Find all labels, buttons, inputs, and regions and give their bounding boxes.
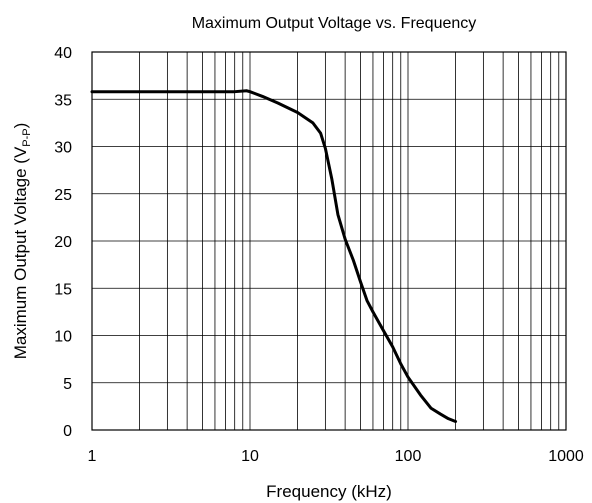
y-tick-labels: 0 5 10 15 20 25 30 35 40 <box>54 45 72 440</box>
x-tick-label: 1000 <box>548 448 584 465</box>
y-tick-label: 25 <box>54 187 72 204</box>
x-tick-label: 10 <box>241 448 259 465</box>
chart-title: Maximum Output Voltage vs. Frequency <box>192 15 477 32</box>
y-tick-label: 40 <box>54 45 72 62</box>
y-tick-label: 35 <box>54 92 72 109</box>
x-tick-labels: 1 10 100 1000 <box>88 448 584 465</box>
grid-layer <box>92 52 566 430</box>
plot-frame <box>91 51 567 431</box>
y-axis-label-subscript: P-P <box>21 128 33 146</box>
y-tick-label: 10 <box>54 329 72 346</box>
y-tick-label: 5 <box>63 376 72 393</box>
x-tick-label: 1 <box>88 448 97 465</box>
y-tick-label: 15 <box>54 281 72 298</box>
y-tick-label: 30 <box>54 140 72 157</box>
y-axis-label-suffix: ) <box>11 123 30 129</box>
y-tick-label: 0 <box>63 423 72 440</box>
series-layer <box>90 89 458 423</box>
x-axis-label: Frequency (kHz) <box>266 482 392 501</box>
y-axis-label-main: Maximum Output Voltage (V <box>11 146 30 359</box>
x-tick-label: 100 <box>395 448 422 465</box>
y-tick-label: 20 <box>54 234 72 251</box>
series-line <box>90 89 458 423</box>
y-axis-label: Maximum Output Voltage (VP-P) <box>11 123 33 360</box>
